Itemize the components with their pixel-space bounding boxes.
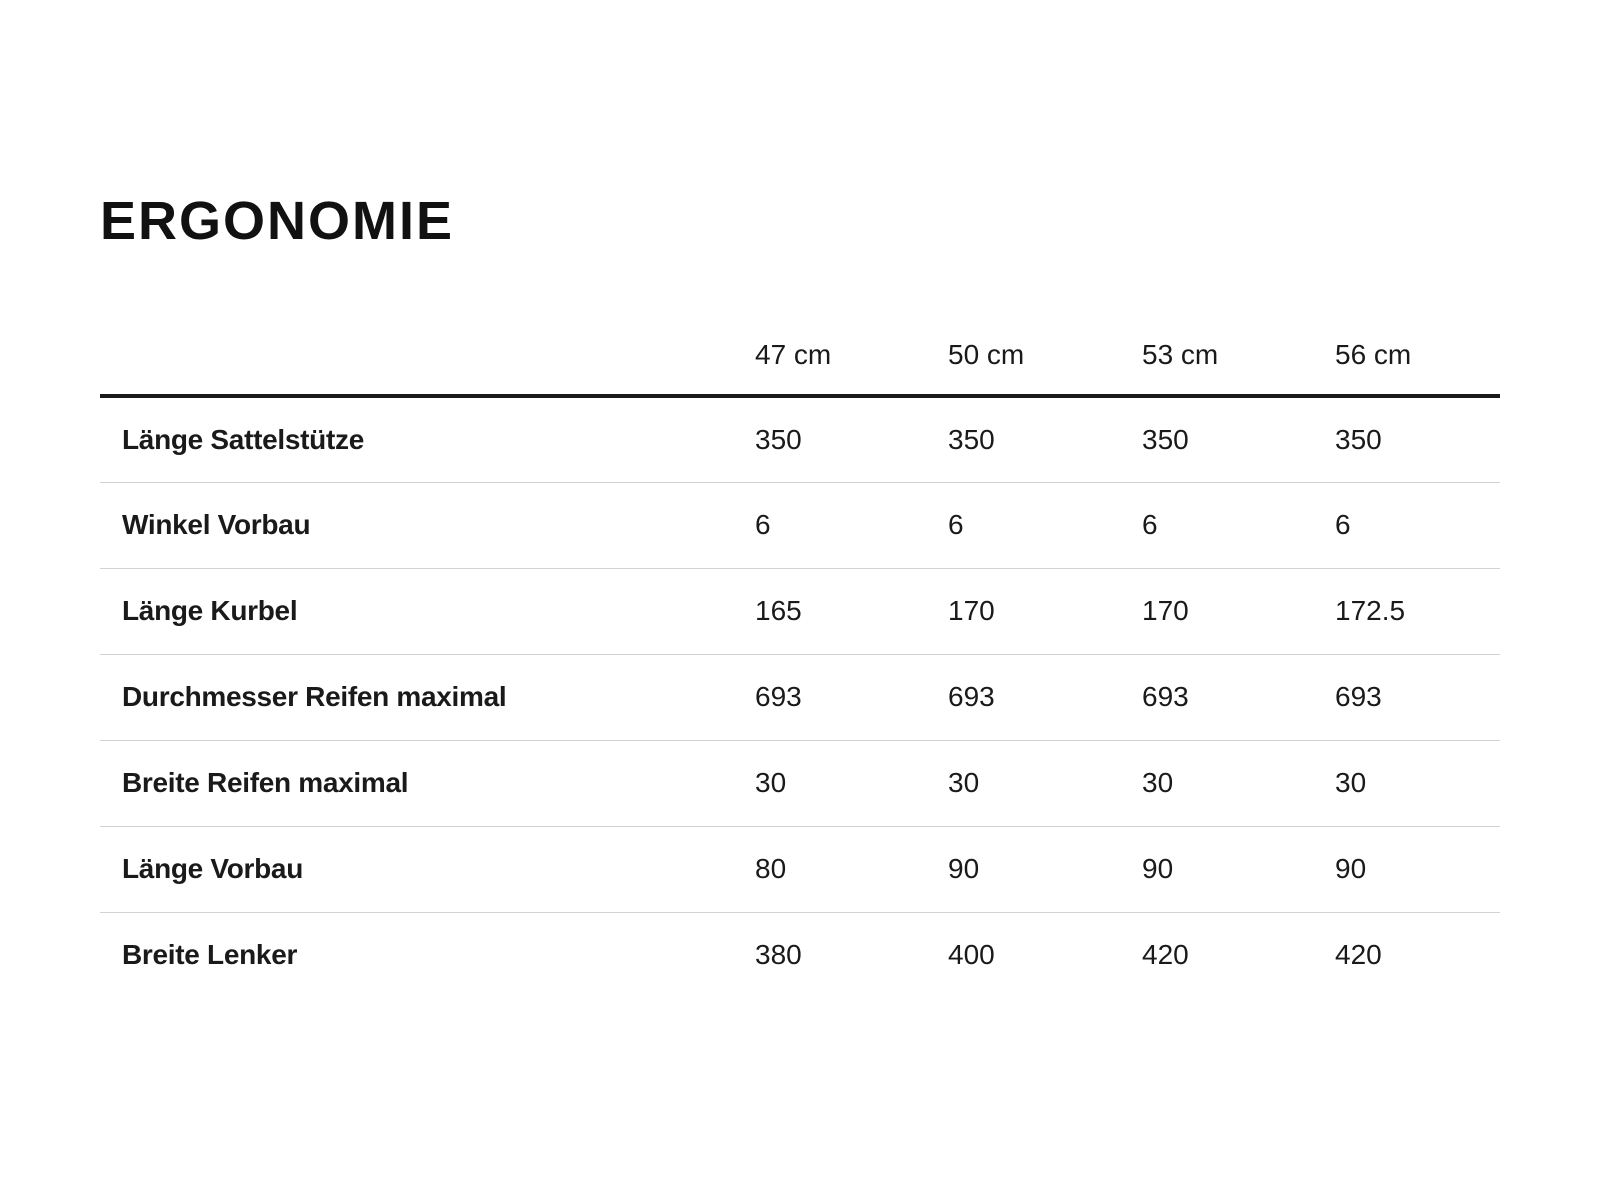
header-spacer-cell	[100, 316, 755, 399]
row-label: Durchmesser Reifen maximal	[100, 654, 755, 741]
row-label: Breite Lenker	[122, 939, 298, 971]
ergonomie-section: ERGONOMIE 47 cm 50 cm 53 cm 56 cm Länge Sat…	[100, 191, 1500, 998]
cell-value: 693	[1335, 654, 1500, 741]
header-row: 47 cm 50 cm 53 cm 56 cm	[100, 316, 1500, 399]
table-row: Länge Vorbau 80 90 90 90	[100, 826, 1500, 913]
cell-value: 420	[1335, 939, 1382, 971]
table-row: Länge Kurbel 165 170 170 172.5	[100, 568, 1500, 655]
column-header: 50 cm	[948, 316, 1142, 399]
cell-value: 6	[1335, 482, 1500, 569]
cell-value: 420	[1142, 939, 1189, 971]
cell-value: 380	[755, 939, 802, 971]
row-label: Winkel Vorbau	[100, 482, 755, 569]
cell-value: 693	[755, 654, 948, 741]
cell-value: 165	[755, 568, 948, 655]
table-row: Breite Lenker 380 400 420 420	[100, 912, 1500, 998]
section-title: ERGONOMIE	[100, 191, 455, 251]
cell-value: 30	[1335, 740, 1500, 827]
row-label: Länge Kurbel	[100, 568, 755, 655]
cell-value: 350	[1142, 396, 1335, 483]
cell-value: 170	[1142, 568, 1335, 655]
table-body: Länge Sattelstütze 350 350 350 350 Winkel Vor…	[100, 396, 1500, 998]
cell-value: 6	[1142, 482, 1335, 569]
cell-value: 6	[948, 482, 1142, 569]
cell-value: 30	[1142, 740, 1335, 827]
table-row: Winkel Vorbau 6 6 6 6	[100, 482, 1500, 569]
cell-value: 90	[1142, 826, 1335, 913]
table-row: Durchmesser Reifen maximal 693 693 693 693	[100, 654, 1500, 741]
cell-value: 30	[755, 740, 948, 827]
row-label: Länge Sattelstütze	[100, 396, 755, 483]
cell-value: 6	[755, 482, 948, 569]
cell-value: 350	[948, 396, 1142, 483]
cell-value: 90	[948, 826, 1142, 913]
cell-value: 30	[948, 740, 1142, 827]
cell-value: 170	[948, 568, 1142, 655]
cell-value: 80	[755, 826, 948, 913]
cell-value: 693	[948, 654, 1142, 741]
ergonomie-table: 47 cm 50 cm 53 cm 56 cm Länge Sattelstütze 3…	[100, 316, 1500, 998]
cell-value: 350	[1335, 396, 1500, 483]
table-row: Breite Reifen maximal 30 30 30 30	[100, 740, 1500, 827]
column-header: 47 cm	[755, 316, 948, 399]
row-label: Breite Reifen maximal	[100, 740, 755, 827]
table-row: Länge Sattelstütze 350 350 350 350	[100, 396, 1500, 483]
row-label: Länge Vorbau	[100, 826, 755, 913]
cell-value: 400	[948, 939, 995, 971]
cell-value: 350	[755, 396, 948, 483]
cell-value: 90	[1335, 826, 1500, 913]
column-header: 53 cm	[1142, 316, 1335, 399]
column-header: 56 cm	[1335, 316, 1500, 399]
cell-value: 172.5	[1335, 568, 1500, 655]
cell-value: 693	[1142, 654, 1335, 741]
